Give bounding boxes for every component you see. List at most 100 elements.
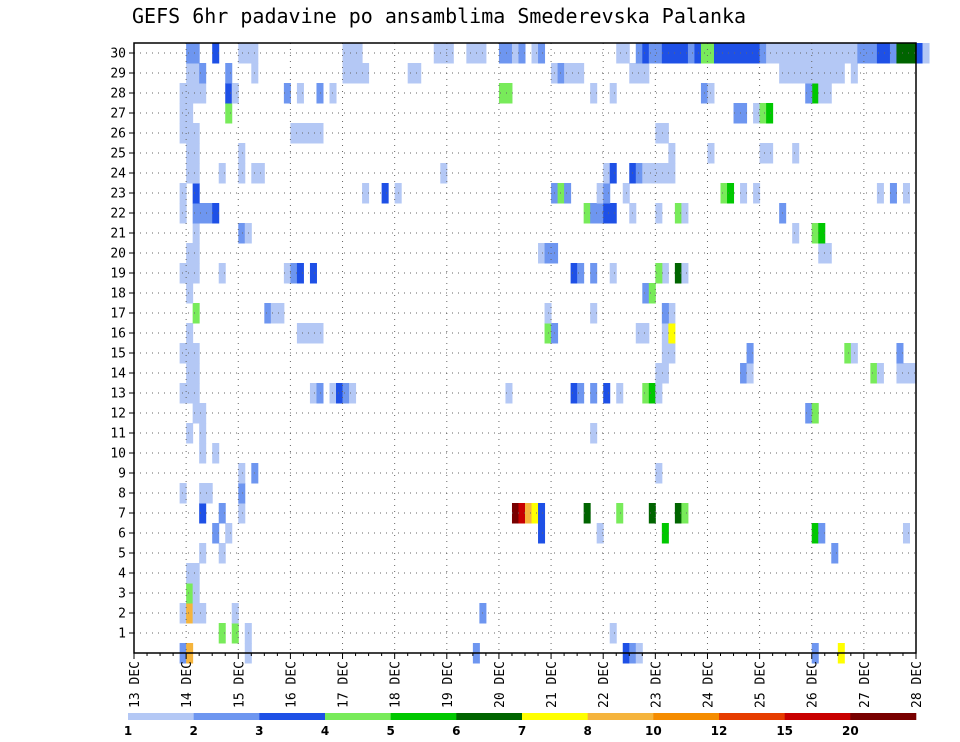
heatmap-cell [648,163,656,184]
heatmap-cell [192,583,200,604]
heatmap-cell [740,43,748,64]
heatmap-cell [316,123,324,144]
heatmap-cell [896,363,904,384]
heatmap-cell [785,43,793,64]
y-tick-label: 19 [110,267,126,282]
heatmap-cell [199,443,207,464]
heatmap-cell [199,203,207,224]
heatmap-cell [329,83,337,104]
heatmap-cell [557,183,565,204]
y-tick-label: 13 [110,387,126,402]
heatmap-cell [583,503,591,524]
heatmap-cell [805,63,813,84]
x-tick-label: 21 DEC [545,661,560,708]
heatmap-cell [186,123,194,144]
heatmap-cell [609,83,617,104]
heatmap-cell [186,243,194,264]
plot-frame [133,42,917,654]
heatmap-cell [642,43,650,64]
heatmap-cell [811,63,819,84]
heatmap-cell [199,423,207,444]
heatmap-cell [896,43,904,64]
heatmap-cell [603,183,611,204]
heatmap-cell [746,343,754,364]
heatmap-cell [824,43,832,64]
heatmap-cell [655,263,663,284]
heatmap-cell [212,203,220,224]
heatmap-cell [186,143,194,164]
heatmap-cell [186,423,194,444]
heatmap-cell [199,603,207,624]
x-tick-label: 16 DEC [284,661,299,708]
heatmap-cell [564,63,572,84]
heatmap-cell [355,43,363,64]
heatmap-cell [909,363,917,384]
heatmap-cell [674,43,682,64]
heatmap-cell [303,323,311,344]
heatmap-cell [805,403,813,424]
heatmap-cell [225,63,233,84]
heatmap-cell [179,383,187,404]
heatmap-cell [179,483,187,504]
y-tick-label: 1 [118,627,126,642]
heatmap-cell [205,203,213,224]
heatmap-cell [238,463,246,484]
legend-swatch [587,713,654,720]
heatmap-cell [635,163,643,184]
heatmap-cell [505,43,513,64]
heatmap-cell [199,403,207,424]
heatmap-cell [642,323,650,344]
heatmap-cell [290,263,298,284]
y-tick-label: 17 [110,307,126,322]
heatmap-cell [309,383,317,404]
heatmap-cell [609,203,617,224]
heatmap-cell [694,43,702,64]
legend-swatch [784,713,851,720]
heatmap-cell [186,363,194,384]
heatmap-cell [805,43,813,64]
heatmap-cell [811,83,819,104]
x-axis: 13 DEC 14 DEC 15 DEC 16 DEC 17 DEC 18 DEC 19 D… [128,653,925,708]
heatmap-cell [811,223,819,244]
legend-label: 20 [842,724,859,738]
heatmap-cell [349,43,357,64]
y-tick-label: 16 [110,327,126,342]
heatmap-cell [381,183,389,204]
heatmap-cell [238,483,246,504]
heatmap-cell [577,383,585,404]
heatmap-cell [870,363,878,384]
heatmap-cell [362,183,370,204]
heatmap-cell [225,103,233,124]
heatmap-cell [668,323,676,344]
heatmap-cell [759,43,767,64]
heatmap-cell [655,123,663,144]
legend-swatch [193,713,260,720]
heatmap-cell [740,183,748,204]
x-tick-label: 19 DEC [441,661,456,708]
y-tick-label: 18 [110,287,126,302]
heatmap-cell [818,223,826,244]
heatmap-cell [876,183,884,204]
heatmap-cell [186,563,194,584]
heatmap-cell [538,243,546,264]
heatmap-cell [218,163,226,184]
legend-label: 15 [776,724,793,738]
legend-swatch [456,713,523,720]
y-tick-label: 25 [110,147,126,162]
heatmap-cell [870,43,878,64]
heatmap-cell [355,63,363,84]
y-tick-label: 20 [110,247,126,262]
heatmap-cell [681,503,689,524]
heatmap-cell [336,383,344,404]
heatmap-cell [316,83,324,104]
y-tick-label: 2 [118,607,126,622]
x-tick-label: 22 DEC [597,661,612,708]
x-tick-label: 27 DEC [858,661,873,708]
heatmap-cell [824,63,832,84]
legend-swatch [719,713,785,720]
legend-label: 1 [124,724,132,738]
heatmap-cell [446,43,454,64]
heatmap-cell [655,163,663,184]
heatmap-cell [635,323,643,344]
